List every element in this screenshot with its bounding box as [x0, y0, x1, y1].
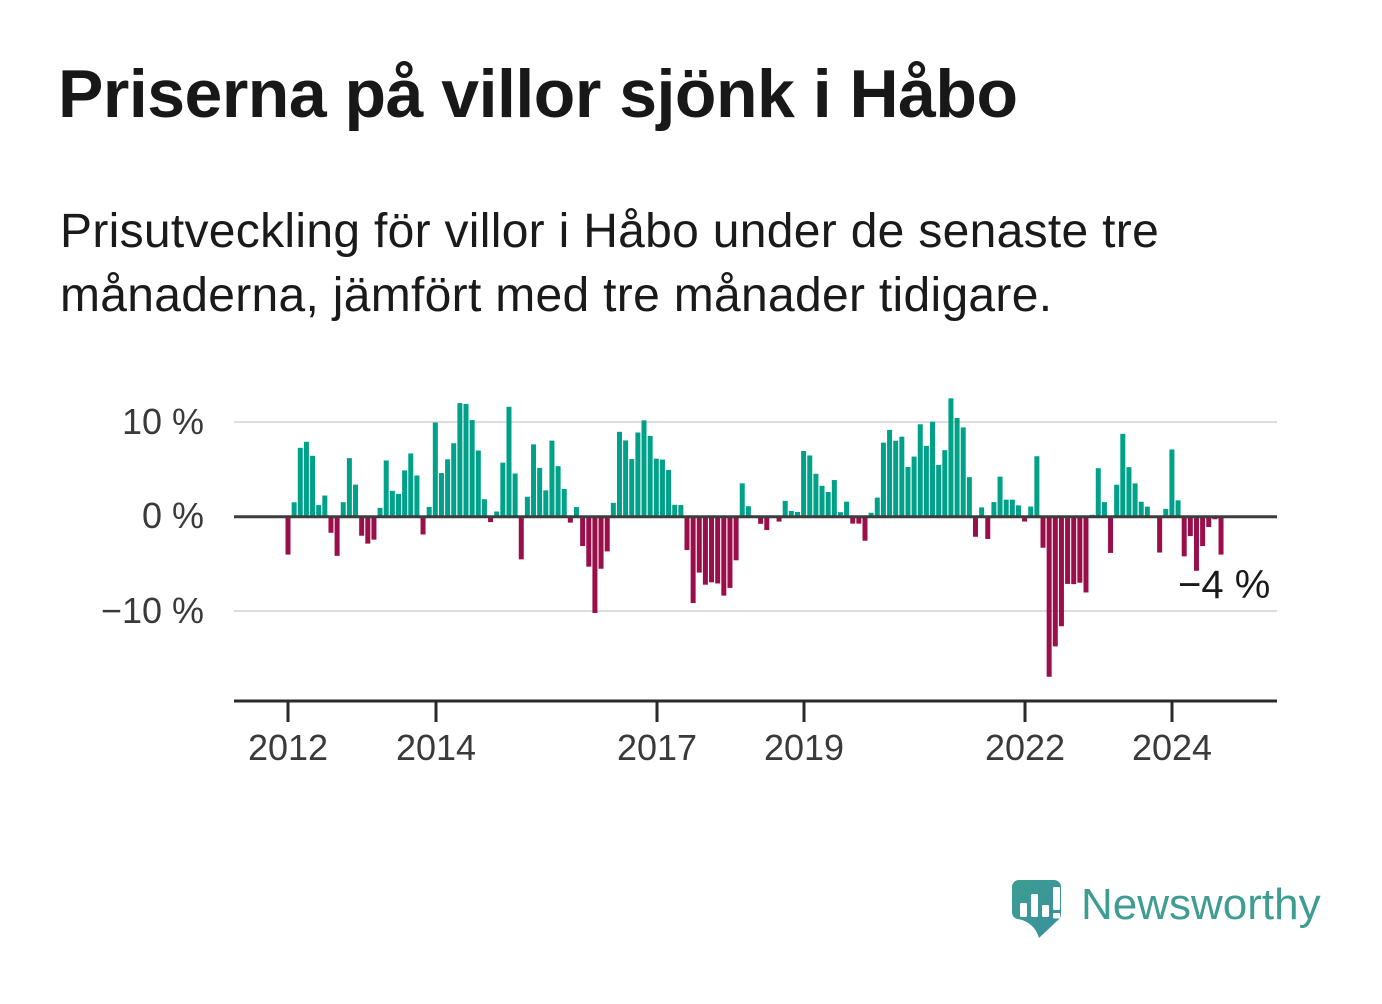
svg-text:Newsworthy: Newsworthy: [1081, 880, 1321, 929]
